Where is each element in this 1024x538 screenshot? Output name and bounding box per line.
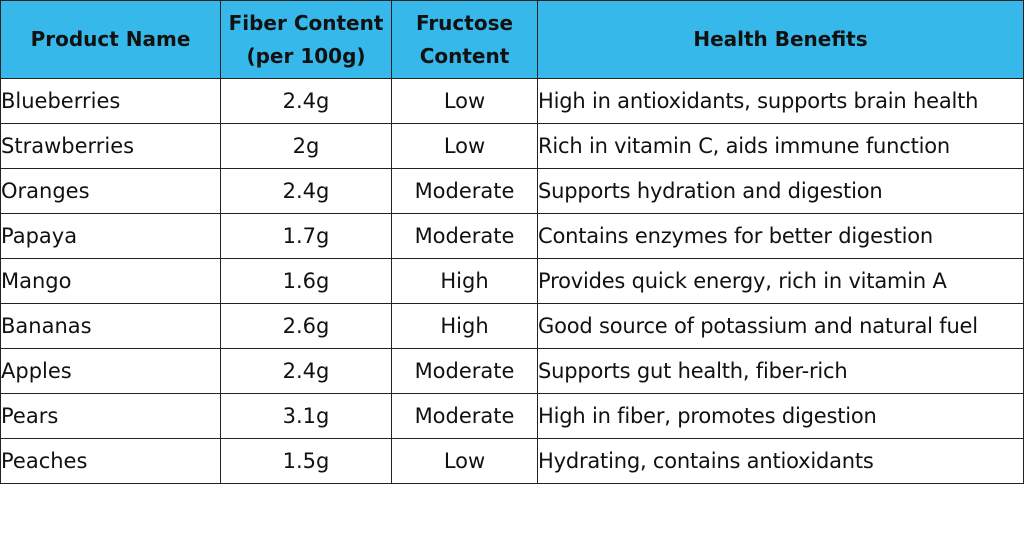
header-fiber-content: Fiber Content (per 100g): [220, 0, 392, 79]
fiber-content-cell: 2.6g: [220, 303, 392, 349]
table-row: Peaches 1.5g Low Hydrating, contains ant…: [0, 438, 1024, 484]
table-row: Pears 3.1g Moderate High in fiber, promo…: [0, 393, 1024, 439]
fructose-content-cell: Moderate: [391, 348, 538, 394]
header-product-name-label: Product Name: [30, 27, 191, 51]
fructose-content-cell: High: [391, 303, 538, 349]
health-benefit-cell: Hydrating, contains antioxidants: [537, 438, 1024, 484]
header-fructose-line2: Content: [419, 43, 510, 68]
table-row: Apples 2.4g Moderate Supports gut health…: [0, 348, 1024, 394]
health-benefit-cell: Contains enzymes for better digestion: [537, 213, 1024, 259]
table-row: Oranges 2.4g Moderate Supports hydration…: [0, 168, 1024, 214]
health-benefit-cell: Rich in vitamin C, aids immune function: [537, 123, 1024, 169]
table-row: Blueberries 2.4g Low High in antioxidant…: [0, 78, 1024, 124]
header-health-benefits-label: Health Benefits: [693, 27, 868, 51]
fruit-fiber-table: Product Name Fiber Content (per 100g) Fr…: [0, 0, 1024, 484]
header-product-name: Product Name: [0, 0, 221, 79]
table-body: Blueberries 2.4g Low High in antioxidant…: [0, 78, 1024, 484]
product-name-cell: Mango: [0, 258, 221, 304]
table-row: Mango 1.6g High Provides quick energy, r…: [0, 258, 1024, 304]
health-benefit-cell: Supports hydration and digestion: [537, 168, 1024, 214]
header-fructose-content: Fructose Content: [391, 0, 538, 79]
product-name-cell: Pears: [0, 393, 221, 439]
fiber-content-cell: 2.4g: [220, 78, 392, 124]
fructose-content-cell: Low: [391, 123, 538, 169]
health-benefit-cell: Provides quick energy, rich in vitamin A: [537, 258, 1024, 304]
product-name-cell: Bananas: [0, 303, 221, 349]
header-health-benefits: Health Benefits: [537, 0, 1024, 79]
fructose-content-cell: High: [391, 258, 538, 304]
table-row: Strawberries 2g Low Rich in vitamin C, a…: [0, 123, 1024, 169]
health-benefit-cell: Good source of potassium and natural fue…: [537, 303, 1024, 349]
product-name-cell: Papaya: [0, 213, 221, 259]
fiber-content-cell: 1.6g: [220, 258, 392, 304]
header-fiber-line2: (per 100g): [246, 43, 366, 68]
product-name-cell: Blueberries: [0, 78, 221, 124]
product-name-cell: Strawberries: [0, 123, 221, 169]
fiber-content-cell: 2g: [220, 123, 392, 169]
fructose-content-cell: Moderate: [391, 213, 538, 259]
fiber-content-cell: 2.4g: [220, 168, 392, 214]
fiber-content-cell: 3.1g: [220, 393, 392, 439]
fructose-content-cell: Moderate: [391, 168, 538, 214]
header-fructose-line1: Fructose: [415, 10, 514, 35]
fructose-content-cell: Low: [391, 78, 538, 124]
fiber-content-cell: 1.5g: [220, 438, 392, 484]
header-fiber-line1: Fiber Content: [228, 10, 384, 35]
product-name-cell: Apples: [0, 348, 221, 394]
fiber-content-cell: 1.7g: [220, 213, 392, 259]
header-row: Product Name Fiber Content (per 100g) Fr…: [0, 0, 1024, 79]
product-name-cell: Peaches: [0, 438, 221, 484]
table-row: Bananas 2.6g High Good source of potassi…: [0, 303, 1024, 349]
health-benefit-cell: Supports gut health, fiber-rich: [537, 348, 1024, 394]
fructose-content-cell: Moderate: [391, 393, 538, 439]
product-name-cell: Oranges: [0, 168, 221, 214]
table-header: Product Name Fiber Content (per 100g) Fr…: [0, 0, 1024, 79]
fructose-content-cell: Low: [391, 438, 538, 484]
fiber-content-cell: 2.4g: [220, 348, 392, 394]
health-benefit-cell: High in fiber, promotes digestion: [537, 393, 1024, 439]
table-row: Papaya 1.7g Moderate Contains enzymes fo…: [0, 213, 1024, 259]
health-benefit-cell: High in antioxidants, supports brain hea…: [537, 78, 1024, 124]
